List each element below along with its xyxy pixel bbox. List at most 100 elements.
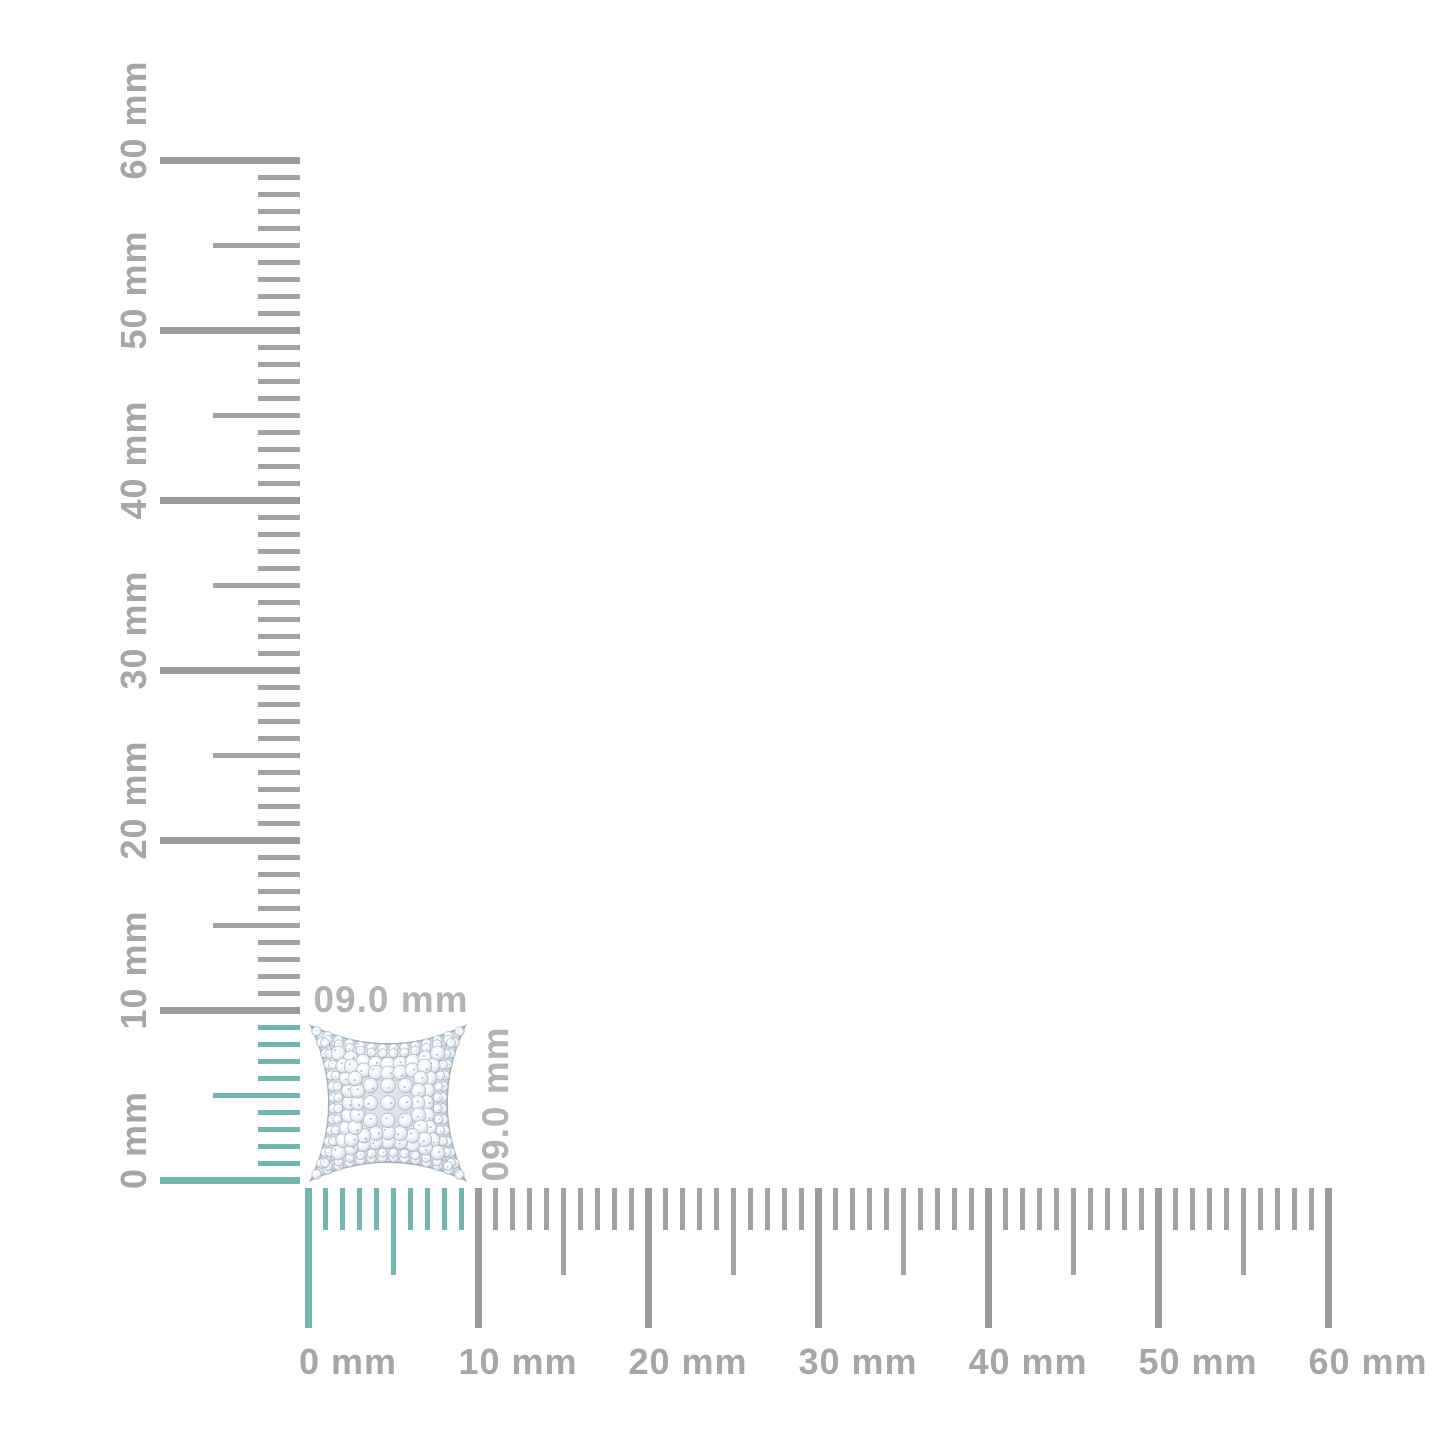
v-ruler-tick-26mm [258, 735, 300, 741]
stone-facet-fleck [435, 1038, 438, 1040]
stone-highlight [332, 1127, 336, 1131]
diamond-stone [380, 1077, 396, 1094]
stone-facet-fleck [331, 1117, 333, 1119]
stone-highlight [383, 1059, 389, 1065]
stone-facet-fleck [338, 1120, 340, 1122]
diamond-stone [399, 1047, 410, 1058]
stone-highlight [334, 1116, 338, 1120]
stone-highlight [414, 1086, 419, 1091]
stone-highlight [330, 1138, 334, 1142]
stone-highlight [379, 1050, 383, 1054]
stone-highlight [401, 1150, 405, 1154]
stone-facet-fleck [399, 1061, 402, 1064]
h-ruler-tick-33mm [866, 1188, 872, 1230]
stone-highlight [440, 1061, 444, 1065]
stone-facet-fleck [372, 1141, 375, 1145]
diamond-stone [366, 1047, 377, 1058]
h-ruler-tick-9mm [458, 1188, 464, 1230]
h-ruler-tick-29mm [798, 1188, 804, 1230]
diamond-stone [380, 1112, 396, 1129]
h-ruler-label-0mm: 0 mm [298, 1341, 398, 1382]
h-ruler-tick-15mm [560, 1188, 566, 1275]
stone-facet-fleck [330, 1094, 333, 1097]
stone-highlight [400, 1098, 406, 1103]
stone-highlight [400, 1080, 406, 1086]
stone-facet-fleck [436, 1042, 438, 1045]
v-ruler-tick-10mm [160, 1006, 300, 1014]
stone-facet-fleck [348, 1048, 350, 1050]
h-ruler-tick-42mm [1019, 1188, 1025, 1230]
stone-facet-fleck [418, 1124, 421, 1127]
stone-facet-fleck [369, 1052, 371, 1054]
h-ruler-tick-2mm [339, 1188, 345, 1230]
h-ruler-tick-58mm [1291, 1188, 1297, 1230]
stone-facet-fleck [445, 1076, 448, 1079]
stone-highlight [368, 1150, 372, 1154]
diamond-stone [320, 1158, 330, 1168]
stone-facet-fleck [357, 1113, 361, 1116]
stone-facet-fleck [398, 1142, 401, 1145]
h-ruler-tick-38mm [951, 1188, 957, 1230]
stone-facet-fleck [389, 1101, 392, 1105]
diamond-stone [410, 1045, 421, 1056]
stone-facet-fleck [367, 1102, 370, 1105]
stone-highlight [456, 1028, 460, 1032]
stone-facet-fleck [438, 1118, 441, 1120]
stone-facet-fleck [344, 1078, 347, 1081]
diamond-stone [355, 1045, 366, 1056]
diamond-stone [432, 1092, 443, 1103]
stone-facet-fleck [405, 1101, 408, 1104]
diamond-stone [333, 1103, 344, 1114]
v-ruler-tick-37mm [258, 548, 300, 554]
stone-facet-fleck [455, 1162, 458, 1165]
stone-facet-fleck [385, 1117, 388, 1120]
h-ruler-tick-14mm [543, 1188, 549, 1230]
v-ruler-label-50mm: 50 mm [113, 230, 154, 350]
height-measurement-label: 09.0 mm [475, 1026, 516, 1182]
stone-highlight [346, 1155, 350, 1159]
diamond-stone [433, 1114, 444, 1125]
diamond-stone [362, 1095, 379, 1111]
v-ruler-tick-14mm [258, 939, 300, 945]
v-ruler-tick-50mm [160, 326, 300, 334]
stone-highlight [371, 1059, 376, 1064]
stone-highlight [346, 1045, 350, 1049]
v-ruler-label-0mm: 0 mm [113, 1090, 154, 1190]
h-ruler-tick-43mm [1036, 1188, 1042, 1230]
v-ruler-tick-40mm [160, 496, 300, 504]
h-ruler-tick-51mm [1172, 1188, 1178, 1230]
stone-facet-fleck [442, 1098, 444, 1100]
v-ruler-tick-11mm [258, 990, 300, 996]
stone-facet-fleck [438, 1109, 440, 1111]
v-ruler-tick-56mm [258, 225, 300, 231]
stone-highlight [344, 1110, 350, 1116]
stone-facet-fleck [352, 1057, 355, 1060]
h-ruler-tick-23mm [696, 1188, 702, 1230]
diamond-stone [366, 1148, 377, 1159]
stone-facet-fleck [412, 1152, 415, 1155]
v-ruler-tick-45mm [213, 412, 300, 418]
stone-highlight [383, 1080, 389, 1086]
stone-highlight [357, 1047, 361, 1051]
stone-highlight [437, 1072, 441, 1076]
stone-facet-fleck [441, 1062, 443, 1065]
v-ruler-tick-8mm [258, 1041, 300, 1047]
h-ruler-tick-59mm [1308, 1188, 1314, 1230]
h-ruler-tick-57mm [1274, 1188, 1280, 1230]
v-ruler-tick-27mm [258, 718, 300, 724]
stone-facet-fleck [334, 1148, 337, 1151]
v-ruler-tick-35mm [213, 582, 300, 588]
stone-facet-fleck [348, 1063, 351, 1066]
v-ruler-tick-60mm [160, 156, 300, 164]
v-ruler-tick-39mm [258, 514, 300, 520]
h-ruler-tick-24mm [713, 1188, 719, 1230]
v-ruler-tick-43mm [258, 446, 300, 452]
diamond-stone [388, 1147, 399, 1158]
h-ruler-tick-30mm [814, 1188, 822, 1328]
stone-highlight [313, 1028, 317, 1032]
v-ruler-tick-33mm [258, 616, 300, 622]
stone-highlight [390, 1045, 394, 1049]
h-ruler-tick-41mm [1002, 1188, 1008, 1230]
h-ruler-label-60mm: 60 mm [1308, 1341, 1428, 1382]
stone-facet-fleck [329, 1130, 332, 1133]
